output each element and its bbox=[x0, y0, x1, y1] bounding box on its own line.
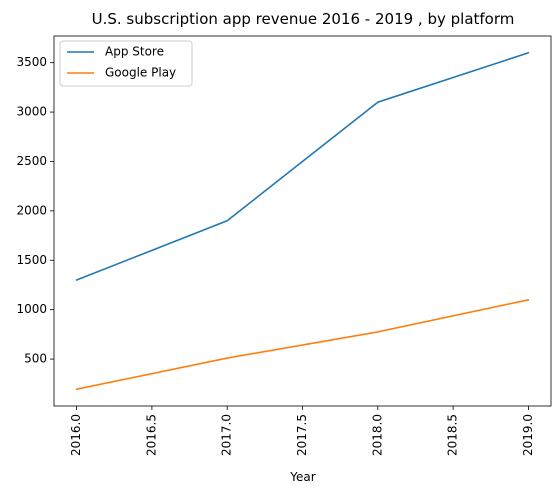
x-tick-label: 2017.0 bbox=[220, 414, 234, 456]
x-tick-label: 2019.0 bbox=[521, 414, 535, 456]
legend-label: Google Play bbox=[105, 66, 176, 80]
series-line-google-play bbox=[75, 298, 530, 391]
plot-area bbox=[75, 51, 530, 391]
x-tick-label: 2018.5 bbox=[446, 414, 460, 456]
y-tick-label: 1000 bbox=[16, 302, 47, 316]
axes: 2016.0 2016.5 2017.0 2017.5 2018.0 2018.5 2019… bbox=[16, 35, 552, 456]
legend-label: App Store bbox=[105, 45, 164, 59]
y-tick-label: 2500 bbox=[16, 154, 47, 168]
x-tick-label: 2016.5 bbox=[144, 414, 158, 456]
series-line-app-store bbox=[75, 51, 530, 281]
plot-frame bbox=[53, 35, 552, 407]
legend: App Store Google Play bbox=[59, 40, 193, 87]
y-tick-label: 500 bbox=[24, 352, 47, 366]
y-tick-label: 3000 bbox=[16, 105, 47, 119]
x-tick-label: 2016.0 bbox=[69, 414, 83, 456]
x-tick-label: 2018.0 bbox=[370, 414, 384, 456]
chart-title: U.S. subscription app revenue 2016 - 201… bbox=[92, 10, 515, 28]
x-tick-label: 2017.5 bbox=[295, 414, 309, 456]
x-axis-label: Year bbox=[289, 470, 315, 484]
y-tick-label: 1500 bbox=[16, 253, 47, 267]
y-tick-label: 2000 bbox=[16, 203, 47, 217]
y-tick-label: 3500 bbox=[16, 55, 47, 69]
